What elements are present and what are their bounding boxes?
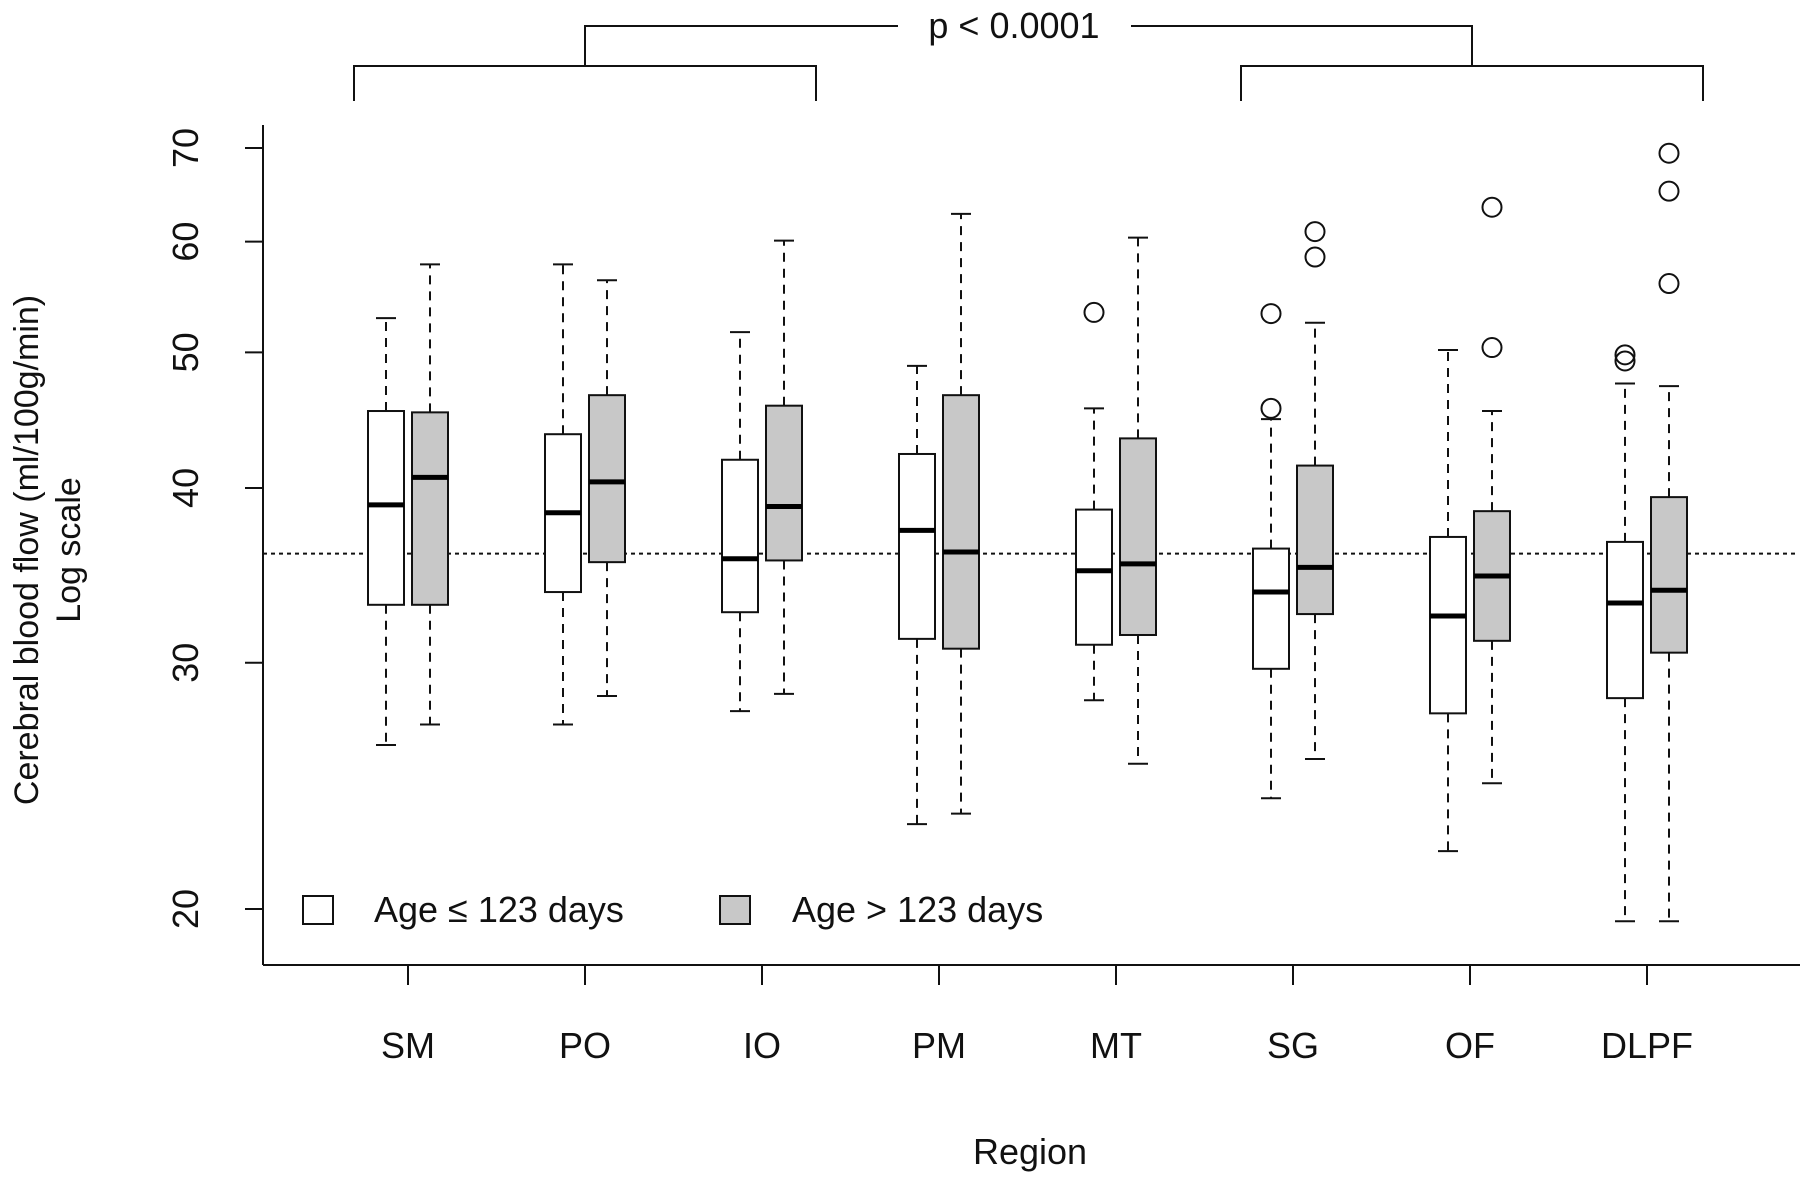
- x-axis-title: Region: [973, 1131, 1087, 1172]
- y-tick-label-60: 60: [165, 222, 206, 262]
- outlier-SG-old-0: [1304, 246, 1326, 268]
- box-SG-young: [1252, 547, 1290, 670]
- outlier-DLPF-young-0: [1614, 350, 1636, 372]
- plot-area: 20 30 40 50 60 70 SM PO IO PM MT SG OF DLPF: [165, 125, 1800, 1066]
- box-IO-young: [721, 458, 759, 614]
- outlier-DLPF-young-1: [1614, 344, 1636, 366]
- x-tick-label-DLPF: DLPF: [1601, 1025, 1693, 1066]
- p-value-annotation: p < 0.0001: [928, 5, 1099, 46]
- y-tick-label-50: 50: [165, 332, 206, 372]
- y-tick-label-40: 40: [165, 468, 206, 508]
- outlier-DLPF-old-0: [1658, 273, 1680, 295]
- outlier-DLPF-old-1: [1658, 180, 1680, 202]
- legend-label-young: Age ≤ 123 days: [374, 889, 624, 930]
- legend-swatch-young: [302, 895, 334, 925]
- box-MT-old: [1119, 437, 1157, 636]
- x-tick-label-MT: MT: [1090, 1025, 1142, 1066]
- box-DLPF-young: [1606, 540, 1644, 700]
- box-DLPF-old: [1650, 496, 1688, 654]
- box-SG-old: [1296, 464, 1334, 616]
- legend: Age ≤ 123 days Age > 123 days: [302, 889, 1043, 930]
- box-SM-old: [411, 411, 449, 606]
- box-PM-young: [898, 452, 936, 640]
- x-tick-label-SM: SM: [381, 1025, 435, 1066]
- bracket-top-right: [1131, 25, 1473, 66]
- y-tick-label-70: 70: [165, 128, 206, 168]
- outlier-SG-old-1: [1304, 221, 1326, 243]
- outlier-DLPF-old-2: [1658, 142, 1680, 164]
- bracket-left-group: [353, 65, 817, 101]
- x-tick-label-PM: PM: [912, 1025, 966, 1066]
- box-OF-young: [1429, 535, 1467, 715]
- y-tick-label-20: 20: [165, 889, 206, 929]
- box-MT-young: [1075, 508, 1113, 646]
- outlier-SG-young-0: [1260, 397, 1282, 419]
- x-tick-label-PO: PO: [559, 1025, 611, 1066]
- y-tick-label-30: 30: [165, 643, 206, 683]
- outlier-OF-old-1: [1481, 196, 1503, 218]
- box-PO-old: [588, 394, 626, 564]
- bracket-right-group: [1240, 65, 1704, 101]
- outlier-OF-old-0: [1481, 337, 1503, 359]
- legend-label-old: Age > 123 days: [792, 889, 1043, 930]
- outlier-MT-young-0: [1083, 301, 1105, 323]
- bracket-top-left: [584, 25, 898, 66]
- y-axis-subtitle: Log scale: [50, 477, 88, 623]
- outlier-SG-young-1: [1260, 303, 1282, 325]
- box-IO-old: [765, 404, 803, 562]
- legend-swatch-old: [719, 895, 751, 925]
- box-SM-young: [367, 410, 405, 606]
- x-tick-label-OF: OF: [1445, 1025, 1495, 1066]
- box-PM-old: [942, 394, 980, 650]
- x-tick-label-IO: IO: [743, 1025, 781, 1066]
- y-axis-title: Cerebral blood flow (ml/100g/min): [8, 295, 46, 805]
- significance-bracket: p < 0.0001: [353, 5, 1704, 101]
- x-tick-label-SG: SG: [1267, 1025, 1319, 1066]
